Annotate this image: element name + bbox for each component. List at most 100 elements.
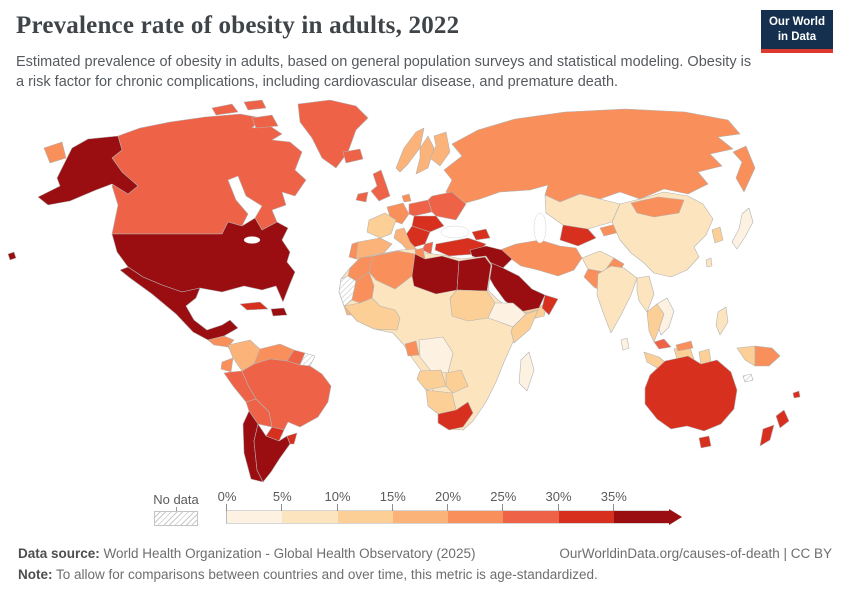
country-hispaniola[interactable] [270,307,288,317]
country-new-caledonia[interactable] [742,373,754,383]
legend-tick-label: 30% [545,489,572,504]
footer-note-text: To allow for comparisons between countri… [52,567,598,582]
legend-bin-35%[interactable]: 35% [601,489,669,524]
country-usa-alaska[interactable] [37,135,139,206]
legend-tick-label: 10% [324,489,351,504]
country-argentina[interactable] [253,423,291,483]
country-gabon[interactable] [404,340,420,357]
country-guatemala[interactable] [207,335,235,348]
country-fiji[interactable] [792,390,801,399]
country-australia-tasmania[interactable] [698,435,712,449]
country-ecuador[interactable] [220,357,234,373]
country-malaysia[interactable] [653,338,672,350]
country-norway[interactable] [395,127,425,173]
owid-logo[interactable]: Our World in Data [760,10,833,53]
country-mexico[interactable] [119,266,239,341]
country-australia[interactable] [644,355,738,432]
country-libya[interactable] [411,253,460,295]
country-cuba[interactable] [239,301,269,311]
legend-bin-10%[interactable]: 10% [324,489,393,524]
country-russia[interactable] [443,108,741,205]
owid-logo-line1: Our World [768,16,825,28]
country-brazil[interactable] [241,358,332,431]
caspian-sea [533,212,547,244]
legend-bin-0%[interactable]: 0% [218,489,283,524]
country-myanmar[interactable] [636,275,655,313]
country-russia-kamchatka[interactable] [732,145,756,193]
country-caucasus[interactable] [471,228,491,241]
country-taiwan[interactable] [705,257,713,268]
country-somalia[interactable] [510,309,539,344]
legend-tick [557,504,559,511]
legend-bin-15%[interactable]: 15% [380,489,448,524]
footer-source: Data source: World Health Organization -… [18,546,475,561]
country-uzbekistan-turkmenistan[interactable] [559,224,597,247]
country-finland[interactable] [429,131,451,167]
legend-tick [336,504,338,511]
country-philippines[interactable] [715,306,729,336]
country-mongolia[interactable] [630,196,685,218]
legend-tick-label: 0% [217,489,237,504]
country-canada[interactable] [111,113,307,235]
country-canada-arctic2[interactable] [243,99,267,111]
great-lakes [243,236,261,244]
country-japan[interactable] [731,207,754,250]
country-angola[interactable] [416,369,447,391]
country-portugal[interactable] [348,241,359,260]
country-romania-hungary[interactable] [411,215,445,233]
country-algeria[interactable] [368,250,416,290]
legend-bin-30%[interactable]: 30% [545,489,614,524]
country-india[interactable] [596,265,638,334]
footer: Data source: World Health Organization -… [18,546,832,582]
country-united-kingdom[interactable] [370,169,391,202]
country-namibia-botswana[interactable] [425,389,457,415]
country-iran[interactable] [499,239,583,277]
legend-tick [612,504,614,511]
legend-tick [447,504,448,511]
footer-link[interactable]: OurWorldinData.org/causes-of-death | CC … [559,546,832,561]
country-new-zealand-north[interactable] [775,409,790,429]
country-canada-arctic1[interactable] [211,103,239,116]
country-syria-iraq[interactable] [469,245,513,269]
country-iceland[interactable] [342,148,364,164]
country-vietnam[interactable] [656,297,675,336]
country-sri-lanka[interactable] [620,337,630,351]
country-eastern-europe[interactable] [427,191,467,221]
country-malaysia-borneo[interactable] [675,340,694,352]
legend-bin-5%[interactable]: 5% [273,489,338,524]
legend-no-data-label: No data [153,492,199,507]
country-papua-new-guinea[interactable] [754,345,781,367]
country-sweden[interactable] [415,135,435,175]
country-russia-wrap[interactable] [43,141,67,164]
country-korea[interactable] [711,226,724,244]
country-uruguay[interactable] [286,432,298,445]
legend-no-data-swatch[interactable] [154,511,198,526]
country-oman[interactable] [541,294,559,316]
legend-no-data[interactable]: No data [152,492,200,526]
country-egypt[interactable] [456,256,492,292]
legend-arrow-cap [669,509,682,525]
country-canada-arctic3[interactable] [251,114,279,129]
country-sudan[interactable] [449,289,496,322]
legend-bin-25%[interactable]: 25% [490,489,559,524]
footer-source-label: Data source: [18,546,100,561]
country-france[interactable] [366,212,397,239]
country-south-africa[interactable] [437,401,474,431]
legend-tick-label: 35% [600,489,627,504]
legend-bin-20%[interactable]: 20% [435,489,504,524]
country-ireland[interactable] [355,191,369,203]
country-madagascar[interactable] [518,351,535,392]
country-zambia-zimbabwe[interactable] [445,369,469,394]
legend-tick-label: 20% [434,489,462,504]
country-papua-indonesia[interactable] [736,345,756,367]
country-usa-hawaii[interactable] [7,251,17,261]
legend-scale: 0% 5% 10% 15% 20% 25% 30% 35% [218,489,682,525]
country-denmark[interactable] [401,193,412,203]
country-poland[interactable] [408,199,433,217]
country-new-zealand-south[interactable] [759,424,775,447]
footer-note-label: Note: [18,567,53,582]
country-west-africa[interactable] [343,297,401,331]
legend-no-data-tick [175,507,177,511]
footer-source-text: World Health Organization - Global Healt… [99,546,476,561]
